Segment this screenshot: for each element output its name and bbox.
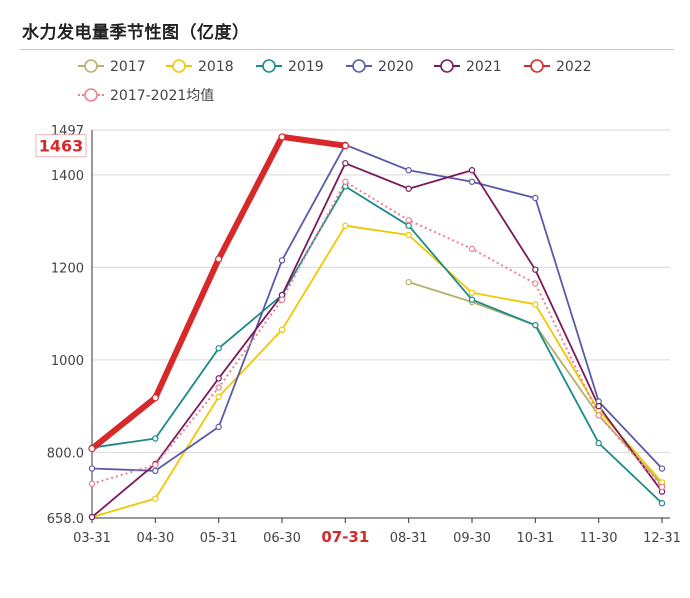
series-line-0 <box>408 281 663 486</box>
data-point <box>278 326 286 333</box>
data-point <box>278 257 286 264</box>
data-point <box>532 321 539 329</box>
data-point <box>468 167 476 174</box>
legend-item: 2018 <box>166 59 234 75</box>
legend-swatch-marker <box>262 59 276 73</box>
x-tick-label: 10-31 <box>516 531 554 546</box>
data-point <box>658 483 666 491</box>
data-point <box>595 439 602 447</box>
data-point <box>215 384 222 391</box>
x-tick-label: 12-31 <box>643 531 681 546</box>
data-point <box>405 278 412 286</box>
y-tick-label: 1200 <box>51 261 84 276</box>
data-point <box>152 461 159 469</box>
data-point <box>532 280 539 287</box>
series-line-3 <box>91 143 663 472</box>
data-point <box>88 465 96 472</box>
legend-label: 2017 <box>110 59 146 75</box>
data-point <box>658 500 666 507</box>
data-point <box>468 289 476 296</box>
y-tick-label: 800.0 <box>47 446 84 461</box>
data-point <box>532 301 539 308</box>
x-tick-label: 04-30 <box>136 531 174 546</box>
data-point <box>405 216 412 224</box>
data-point <box>215 393 222 401</box>
data-point <box>152 495 159 502</box>
data-point <box>215 375 222 382</box>
data-point <box>468 296 476 303</box>
legend-swatch-marker <box>530 59 544 73</box>
x-tick-label: 03-31 <box>73 531 111 546</box>
marker-group <box>88 133 666 521</box>
data-point <box>532 266 539 273</box>
legend-item: 2019 <box>256 59 324 75</box>
highlight-y-label: 1463 <box>39 137 84 156</box>
data-point <box>658 465 666 472</box>
series-group <box>90 133 663 518</box>
legend-swatch-marker <box>440 59 454 73</box>
series-line-4 <box>91 162 663 518</box>
x-tick-label: 11-30 <box>580 531 618 546</box>
data-point <box>215 345 222 352</box>
highlight-labels: 1463 <box>35 134 87 158</box>
series-line-1 <box>91 224 663 518</box>
x-tick-label: 07-31 <box>321 528 369 546</box>
data-point <box>405 222 412 229</box>
legend-item: 2020 <box>346 59 414 75</box>
data-point <box>595 402 602 410</box>
legend-swatch-marker <box>84 88 98 102</box>
data-point <box>405 231 412 239</box>
legend-label: 2020 <box>378 59 414 75</box>
legend-label: 2018 <box>198 59 234 75</box>
x-tick-label: 06-30 <box>263 531 301 546</box>
data-point <box>468 178 476 185</box>
series-line-2 <box>91 185 663 504</box>
data-point <box>342 160 349 167</box>
data-point <box>532 194 539 202</box>
data-point <box>278 296 286 303</box>
x-tick-label: 09-30 <box>453 531 491 546</box>
highlight-y-box <box>35 134 87 158</box>
data-point <box>152 467 159 475</box>
chart-title: 水力发电量季节性图（亿度） <box>22 23 250 43</box>
data-point <box>215 255 223 263</box>
data-point <box>278 133 286 141</box>
data-point <box>151 394 159 402</box>
data-point <box>88 480 96 487</box>
y-tick-label: 658.0 <box>47 512 84 527</box>
legend-label: 2017-2021均值 <box>110 88 214 104</box>
series-line-6 <box>91 180 663 488</box>
title-divider <box>20 49 674 50</box>
data-point <box>215 423 222 431</box>
series-line-5 <box>90 133 346 451</box>
legend-swatch-marker <box>172 59 186 73</box>
legend-item: 2017-2021均值 <box>78 88 214 104</box>
x-tick-label: 08-31 <box>390 531 428 546</box>
data-point <box>152 435 159 442</box>
y-tick-label: 1000 <box>51 354 84 369</box>
data-point <box>595 412 602 419</box>
x-tick-label: 05-31 <box>200 531 238 546</box>
data-point <box>88 445 96 453</box>
legend-label: 2019 <box>288 59 324 75</box>
legend-label: 2022 <box>556 59 592 75</box>
data-point <box>88 513 96 521</box>
y-tick-label: 1400 <box>51 169 84 184</box>
legend-item: 2022 <box>524 59 592 75</box>
data-point <box>405 167 412 174</box>
legend-item: 2017 <box>78 59 146 75</box>
data-point <box>468 245 476 253</box>
grid-lines <box>92 129 670 453</box>
legend-swatch-marker <box>84 59 98 73</box>
legend-item: 2021 <box>434 59 502 75</box>
data-point <box>342 178 349 185</box>
legend-swatch-marker <box>352 59 366 73</box>
data-point <box>342 222 349 229</box>
legend: 2017 2018 2019 2020 2021 2022 2017-2021均值 <box>78 59 592 104</box>
data-point <box>405 185 412 192</box>
legend-label: 2021 <box>466 59 502 75</box>
data-point <box>341 142 349 150</box>
